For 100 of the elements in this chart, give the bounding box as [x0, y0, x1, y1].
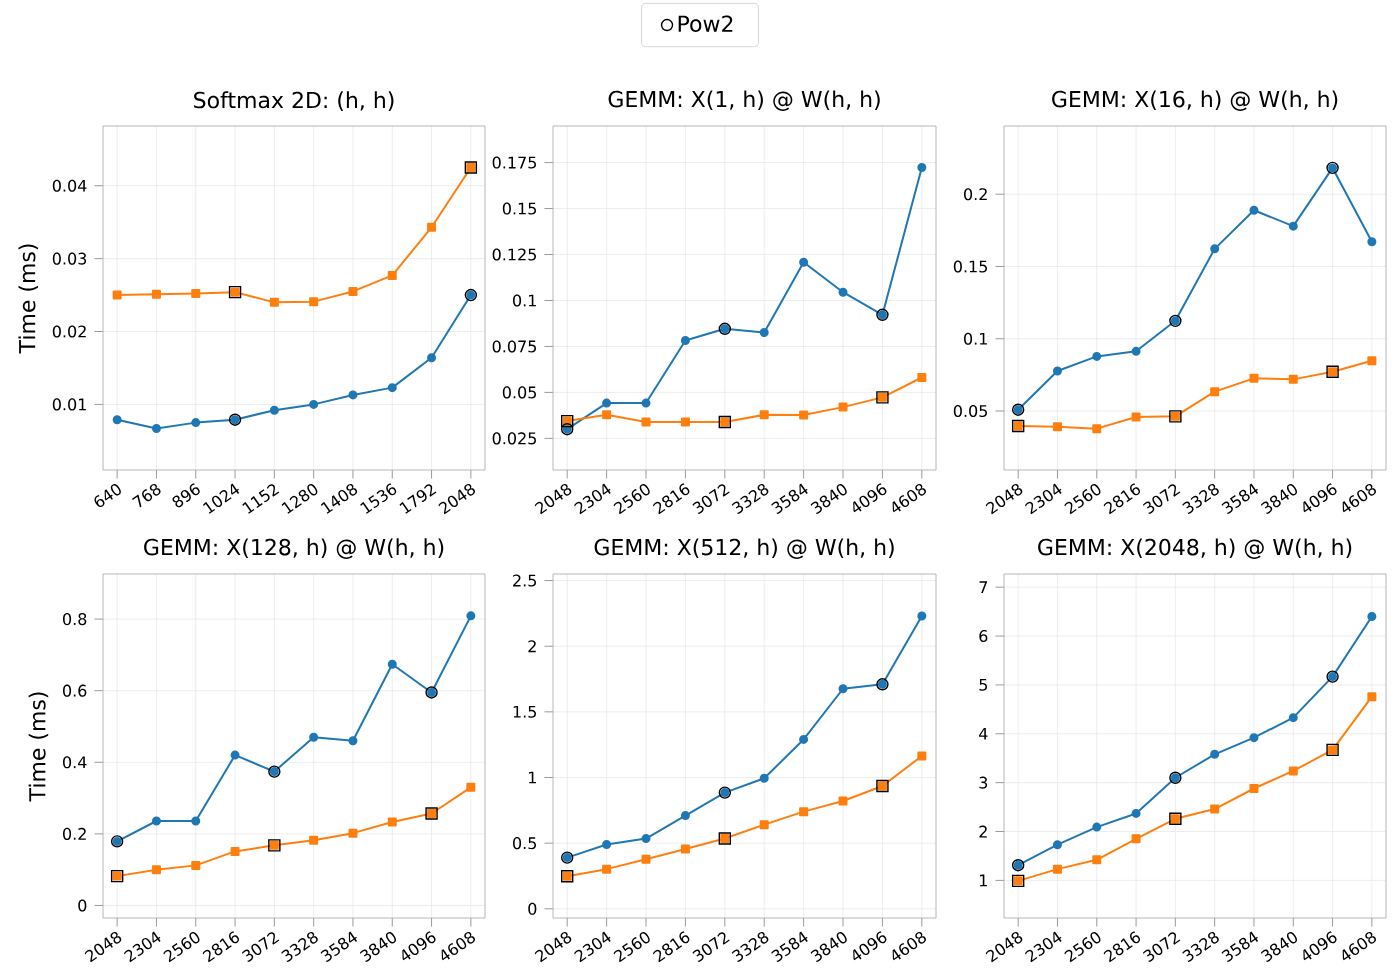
point — [602, 839, 612, 849]
point — [427, 353, 437, 363]
point — [387, 383, 397, 393]
y-tick-label: 0.025 — [492, 432, 536, 445]
point — [1367, 692, 1377, 702]
point — [1092, 424, 1102, 434]
y-tick-label: 0.4 — [63, 756, 87, 769]
y-tick-label: 0.8 — [63, 613, 87, 626]
y-tick-label: 0.6 — [63, 684, 87, 697]
legend-label: Pow2 — [678, 15, 733, 33]
point — [191, 289, 201, 299]
chart-title: GEMM: X(1, h) @ W(h, h) — [608, 90, 880, 111]
y-tick-label: 0.2 — [964, 188, 987, 201]
point — [759, 820, 769, 830]
point — [1367, 612, 1377, 621]
y-tick-label: 3 — [979, 776, 988, 789]
point — [1052, 366, 1062, 376]
point — [269, 297, 279, 307]
point — [1249, 373, 1259, 383]
point — [466, 782, 476, 792]
point — [838, 402, 848, 412]
point — [309, 835, 319, 845]
y-tick-label: 0.1 — [964, 332, 987, 345]
point — [680, 336, 690, 346]
point — [348, 828, 358, 838]
point — [1092, 351, 1102, 361]
y-tick-label: 0.02 — [52, 325, 86, 338]
point — [1210, 387, 1220, 397]
point — [838, 684, 848, 694]
x-tick-label: 640 — [94, 484, 121, 508]
y-tick-label: 7 — [979, 581, 988, 594]
point — [641, 417, 651, 427]
point — [269, 405, 279, 415]
y-tick-label: 0.125 — [492, 248, 536, 261]
point — [191, 816, 201, 826]
point — [1131, 346, 1141, 356]
chart-title: GEMM: X(2048, h) @ W(h, h) — [1038, 538, 1352, 559]
point — [1288, 374, 1298, 384]
point — [1288, 713, 1298, 723]
point — [1249, 205, 1259, 215]
point — [602, 398, 612, 408]
point — [151, 423, 161, 433]
y-tick-label: 0.03 — [52, 252, 87, 265]
point — [191, 860, 201, 870]
y-tick-label: 0.15 — [953, 260, 988, 273]
point — [641, 398, 651, 408]
point — [917, 611, 927, 621]
y-axis-title: Time (ms) — [28, 692, 49, 802]
point — [799, 410, 809, 420]
point — [1210, 804, 1220, 814]
y-tick-label: 2 — [979, 825, 987, 838]
point — [1052, 864, 1062, 874]
point — [1288, 221, 1298, 231]
point — [230, 750, 240, 760]
point — [151, 289, 161, 299]
point — [799, 734, 809, 744]
y-tick-label: 1 — [528, 771, 536, 784]
y-tick-label: 0.05 — [502, 386, 537, 399]
chart-title: GEMM: X(512, h) @ W(h, h) — [594, 538, 894, 559]
point — [917, 163, 927, 173]
point — [759, 410, 769, 420]
y-tick-label: 1 — [979, 874, 987, 887]
point — [309, 399, 319, 409]
y-tick-label: 5 — [979, 678, 988, 691]
point — [759, 327, 769, 337]
point — [1052, 422, 1062, 432]
y-tick-label: 0.175 — [492, 156, 536, 169]
y-tick-label: 0.04 — [52, 179, 87, 192]
point — [799, 807, 809, 817]
x-tick-label: 768 — [132, 483, 161, 508]
point — [917, 751, 927, 761]
y-tick-label: 0.5 — [513, 837, 537, 850]
y-axis-title: Time (ms) — [18, 244, 39, 354]
point — [1288, 766, 1298, 776]
point — [641, 834, 651, 844]
point — [387, 659, 397, 669]
point — [1367, 356, 1377, 366]
point — [348, 286, 358, 296]
point — [230, 846, 240, 856]
point — [112, 290, 122, 300]
point — [641, 854, 651, 864]
y-tick-label: 0 — [78, 899, 87, 912]
point — [1131, 808, 1141, 818]
y-tick-label: 0.01 — [52, 398, 86, 411]
point — [1052, 840, 1062, 850]
point — [151, 816, 161, 826]
y-tick-label: 0.075 — [492, 340, 536, 353]
point — [1131, 834, 1141, 844]
point — [1367, 237, 1377, 247]
point — [759, 773, 769, 783]
point — [427, 222, 437, 232]
x-tick-label: 896 — [172, 483, 200, 508]
y-tick-label: 0.2 — [63, 827, 86, 840]
point — [680, 811, 690, 821]
point — [348, 736, 358, 746]
point — [1249, 784, 1259, 794]
y-tick-label: 0 — [528, 902, 537, 915]
y-tick-label: 6 — [979, 629, 988, 643]
point — [1131, 412, 1141, 422]
point — [348, 390, 358, 400]
